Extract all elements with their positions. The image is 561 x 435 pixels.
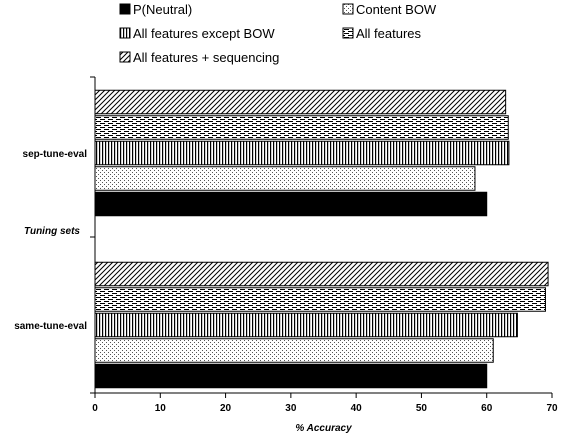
bar-sep-tune-eval-all-features-except-bow xyxy=(94,140,510,166)
y-axis-title: Tuning sets xyxy=(24,226,80,237)
bar-same-tune-eval-p-neutral xyxy=(94,363,488,389)
legend-label: Content BOW xyxy=(356,2,437,17)
x-tick-label: 30 xyxy=(285,403,297,414)
legend-swatch xyxy=(119,51,131,63)
legend-item-p-neutral: P(Neutral) xyxy=(119,2,192,17)
legend-label: All features + sequencing xyxy=(133,50,279,65)
x-tick-label: 40 xyxy=(351,403,363,414)
legend-swatch xyxy=(119,27,131,39)
bar-sep-tune-eval-content-bow xyxy=(94,166,476,191)
bar-same-tune-eval-all-features-except-bow xyxy=(94,312,518,338)
bar-sep-tune-eval-all-features xyxy=(94,115,509,140)
bar-sep-tune-eval-p-neutral xyxy=(94,191,488,217)
category-label-sep-tune-eval: sep-tune-eval xyxy=(23,149,88,160)
x-tick-label: 0 xyxy=(92,403,98,414)
legend-swatch xyxy=(342,27,354,39)
bar-same-tune-eval-content-bow xyxy=(94,338,494,363)
x-axis-title: % Accuracy xyxy=(295,423,352,434)
legend-label: P(Neutral) xyxy=(133,2,192,17)
x-tick-label: 20 xyxy=(220,403,232,414)
x-tick-label: 60 xyxy=(481,403,493,414)
x-tick-label: 10 xyxy=(155,403,167,414)
legend-item-all-features-except-bow: All features except BOW xyxy=(119,26,275,41)
legend-item-all-features: All features xyxy=(342,26,422,41)
bar-sep-tune-eval-all-features-sequencing xyxy=(94,89,507,115)
legend-swatch xyxy=(342,3,354,15)
bars xyxy=(94,89,549,389)
x-tick-label: 50 xyxy=(416,403,428,414)
legend: P(Neutral) Content BOW All features except… xyxy=(119,2,437,65)
axes xyxy=(90,76,553,398)
labels: 0 10 20 30 40 50 60 70 same-tune-eval sep-tune-ev… xyxy=(14,149,558,434)
bar-same-tune-eval-all-features-sequencing xyxy=(94,261,549,287)
x-tick-label: 70 xyxy=(546,403,558,414)
legend-label: All features except BOW xyxy=(133,26,275,41)
legend-swatch xyxy=(119,3,131,15)
legend-item-content-bow: Content BOW xyxy=(342,2,437,17)
bar-same-tune-eval-all-features xyxy=(94,287,546,312)
legend-item-all-features-sequencing: All features + sequencing xyxy=(119,50,279,65)
legend-label: All features xyxy=(356,26,422,41)
category-label-same-tune-eval: same-tune-eval xyxy=(14,321,87,332)
